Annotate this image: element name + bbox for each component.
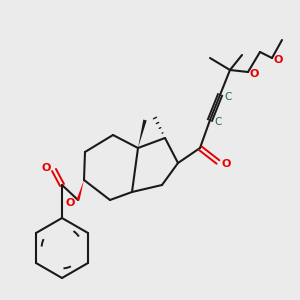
Text: C: C (224, 92, 232, 102)
Text: O: O (41, 163, 51, 173)
Text: O: O (273, 55, 283, 65)
Polygon shape (76, 180, 84, 200)
Text: O: O (65, 198, 75, 208)
Text: C: C (214, 117, 222, 127)
Text: O: O (249, 69, 259, 79)
Text: O: O (221, 159, 231, 169)
Polygon shape (138, 120, 147, 148)
